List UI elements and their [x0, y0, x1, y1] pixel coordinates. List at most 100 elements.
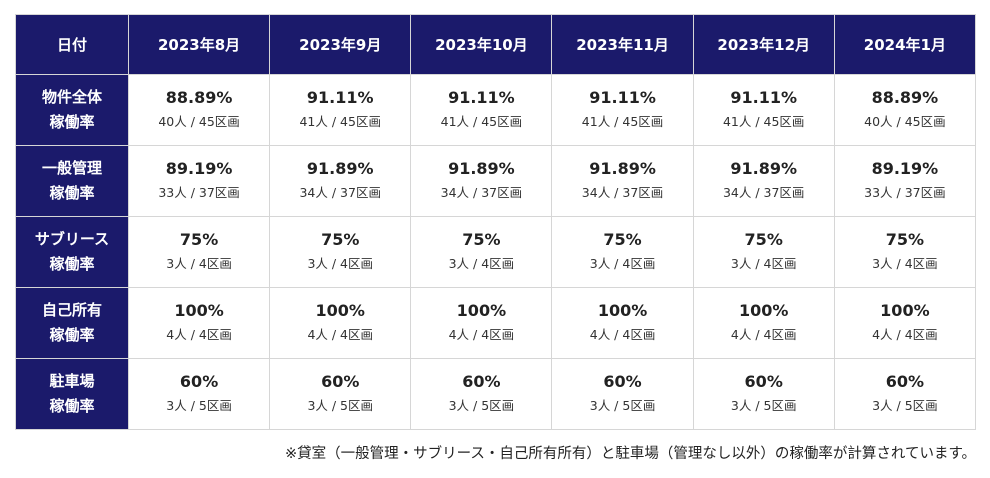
occupancy-count: 34人 / 37区画 — [722, 185, 805, 200]
table-cell: 91.11% 41人 / 45区画 — [269, 74, 412, 146]
table-cell: 60% 3人 / 5区画 — [127, 358, 271, 430]
row-header-label: サブリース — [34, 230, 110, 248]
occupancy-count: 34人 / 37区画 — [299, 185, 381, 200]
table-cell: 100% 4人 / 4区画 — [692, 287, 835, 359]
occupancy-count: 4人 / 4区画 — [166, 327, 232, 342]
row-header: 駐車場 稼働率 — [15, 358, 129, 430]
occupancy-count: 3人 / 4区画 — [166, 256, 232, 271]
occupancy-rate: 91.11% — [589, 88, 656, 107]
occupancy-count: 3人 / 5区画 — [730, 398, 797, 413]
occupancy-rate: 91.89% — [730, 159, 798, 178]
row-header-label: 稼働率 — [49, 255, 95, 273]
occupancy-rate: 60% — [885, 372, 925, 391]
occupancy-count: 3人 / 4区画 — [872, 256, 938, 271]
month-header: 2023年11月 — [551, 14, 694, 75]
occupancy-rate: 75% — [744, 230, 783, 249]
occupancy-count: 4人 / 4区画 — [872, 327, 938, 342]
occupancy-count: 34人 / 37区画 — [440, 185, 523, 200]
month-header: 2024年1月 — [833, 14, 977, 75]
occupancy-rate: 75% — [603, 230, 642, 249]
row-header-label: 稼働率 — [49, 184, 95, 202]
occupancy-count: 3人 / 5区画 — [307, 398, 374, 413]
row-header-label: 自己所有 — [41, 301, 102, 319]
table-cell: 91.89% 34人 / 37区画 — [410, 145, 553, 217]
table-cell: 75% 3人 / 4区画 — [692, 216, 835, 288]
table-cell: 100% 4人 / 4区画 — [410, 287, 553, 359]
occupancy-count: 3人 / 5区画 — [166, 398, 232, 413]
table-row: サブリース稼働率 75% 3人 / 4区画 75% 3人 / 4区画 75% 3人 / 4区… — [15, 216, 977, 288]
table-cell: 91.11% 41人 / 45区画 — [410, 74, 553, 146]
row-header: サブリース 稼働率 — [15, 216, 129, 288]
row-header: 自己所有 稼働率 — [15, 287, 129, 359]
row-header-label: 稼働率 — [49, 397, 95, 415]
occupancy-rate: 91.89% — [306, 159, 374, 178]
occupancy-rate: 75% — [179, 230, 219, 249]
occupancy-count: 3人 / 5区画 — [589, 398, 656, 413]
table-cell: 91.89% 34人 / 37区画 — [551, 145, 694, 217]
occupancy-count: 3人 / 4区画 — [307, 256, 374, 271]
occupancy-rate: 91.89% — [448, 159, 515, 178]
row-header: 一般管理 稼働率 — [15, 145, 129, 217]
occupancy-count: 41人 / 45区画 — [722, 114, 805, 129]
table-cell: 89.19% 33人 / 37区画 — [127, 145, 271, 217]
occupancy-rate: 75% — [321, 230, 360, 249]
occupancy-count: 3人 / 4区画 — [730, 256, 797, 271]
table-row: 駐車場稼働率 60% 3人 / 5区画 60% 3人 / 5区画 60% 3人 / 5区画 6… — [15, 358, 977, 430]
occupancy-count: 41人 / 45区画 — [299, 114, 381, 129]
occupancy-count: 41人 / 45区画 — [581, 114, 664, 129]
table-cell: 89.19% 33人 / 37区画 — [833, 145, 977, 217]
table-cell: 88.89% 40人 / 45区画 — [833, 74, 977, 146]
occupancy-rate: 89.19% — [165, 159, 233, 178]
row-header-label: 稼働率 — [49, 113, 95, 131]
occupancy-rate: 88.89% — [871, 88, 939, 107]
table-cell: 100% 4人 / 4区画 — [833, 287, 977, 359]
occupancy-rate: 60% — [321, 372, 360, 391]
occupancy-rate: 91.11% — [306, 88, 374, 107]
row-header-label: 一般管理 — [41, 159, 102, 177]
occupancy-table: 日付 2023年8月 2023年9月 2023年10月 2023年11月 202… — [15, 14, 977, 430]
occupancy-count: 3人 / 4区画 — [448, 256, 515, 271]
row-header: 物件全体 稼働率 — [15, 74, 129, 146]
table-cell: 60% 3人 / 5区画 — [833, 358, 977, 430]
occupancy-count: 3人 / 5区画 — [872, 398, 938, 413]
occupancy-count: 33人 / 37区画 — [864, 185, 946, 200]
table-cell: 75% 3人 / 4区画 — [833, 216, 977, 288]
table-cell: 75% 3人 / 4区画 — [410, 216, 553, 288]
occupancy-rate: 100% — [738, 301, 789, 320]
table-cell: 60% 3人 / 5区画 — [692, 358, 835, 430]
occupancy-rate: 91.89% — [589, 159, 656, 178]
table-cell: 100% 4人 / 4区画 — [551, 287, 694, 359]
occupancy-count: 4人 / 4区画 — [589, 327, 656, 342]
table-cell: 100% 4人 / 4区画 — [269, 287, 412, 359]
occupancy-count: 34人 / 37区画 — [581, 185, 664, 200]
occupancy-count: 4人 / 4区画 — [307, 327, 374, 342]
month-header: 2023年9月 — [269, 14, 412, 75]
footnote: ※貸室（一般管理・サブリース・自己所有所有）と駐車場（管理なし以外）の稼働率が計… — [284, 446, 976, 462]
row-header-label: 駐車場 — [49, 372, 95, 390]
occupancy-rate: 88.89% — [165, 88, 233, 107]
table-row: 自己所有 稼働率 100% 4人 / 4区画 100% 4人 / 4区画 100% 4人 / … — [15, 287, 977, 359]
table-cell: 75% 3人 / 4区画 — [269, 216, 412, 288]
occupancy-rate: 91.11% — [730, 88, 798, 107]
occupancy-count: 40人 / 45区画 — [864, 114, 946, 129]
month-header: 2023年8月 — [127, 14, 271, 75]
occupancy-count: 40人 / 45区画 — [158, 114, 240, 129]
occupancy-rate: 60% — [744, 372, 783, 391]
table-cell: 75% 3人 / 4区画 — [127, 216, 271, 288]
occupancy-count: 3人 / 5区画 — [448, 398, 515, 413]
occupancy-rate: 89.19% — [871, 159, 939, 178]
occupancy-rate: 100% — [315, 301, 365, 320]
table-cell: 60% 3人 / 5区画 — [269, 358, 412, 430]
occupancy-count: 33人 / 37区画 — [158, 185, 240, 200]
occupancy-rate: 75% — [462, 230, 501, 249]
occupancy-rate: 100% — [597, 301, 648, 320]
table-cell: 75% 3人 / 4区画 — [551, 216, 694, 288]
occupancy-rate: 60% — [603, 372, 642, 391]
occupancy-rate: 100% — [456, 301, 507, 320]
table-cell: 91.89% 34人 / 37区画 — [269, 145, 412, 217]
table-cell: 88.89% 40人 / 45区画 — [127, 74, 271, 146]
table-cell: 60% 3人 / 5区画 — [551, 358, 694, 430]
occupancy-count: 4人 / 4区画 — [448, 327, 515, 342]
date-column-header: 日付 — [15, 14, 129, 75]
occupancy-rate: 100% — [174, 301, 224, 320]
